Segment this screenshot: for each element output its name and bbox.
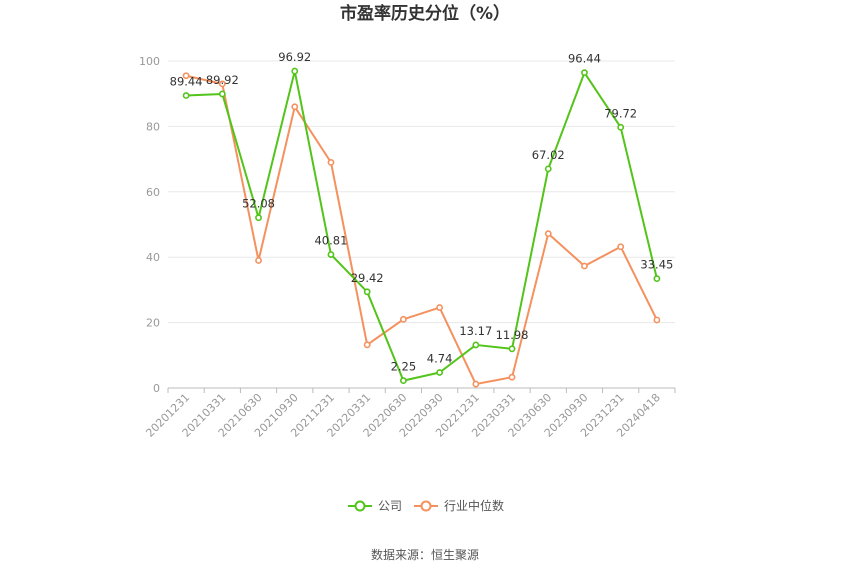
data-point xyxy=(182,92,190,99)
y-tick-label: 80 xyxy=(146,120,160,133)
data-label: 40.81 xyxy=(314,234,347,248)
data-labels: 89.44 89.92 52.08 96.92 40.81 29.42 2.25 4.74 13… xyxy=(170,50,674,374)
data-point xyxy=(218,90,226,98)
data-point xyxy=(182,72,190,80)
data-label: 29.42 xyxy=(351,271,384,285)
legend-item[interactable]: 行业中位数 xyxy=(414,498,504,513)
data-point xyxy=(218,80,226,88)
data-label: 79.72 xyxy=(604,106,637,120)
data-point xyxy=(255,257,262,264)
data-point xyxy=(617,243,625,251)
data-point xyxy=(508,373,516,381)
axes: 0204060801002020123120210331202106302021… xyxy=(139,55,676,440)
data-label: 11.98 xyxy=(496,328,529,342)
legend-item[interactable]: 公司 xyxy=(348,499,402,513)
series-layer xyxy=(182,67,661,388)
y-tick-label: 60 xyxy=(146,186,160,199)
data-point xyxy=(653,316,661,324)
data-label: 96.92 xyxy=(278,50,311,64)
data-point xyxy=(327,251,335,258)
data-point xyxy=(436,369,444,376)
data-point xyxy=(436,304,444,311)
series-line xyxy=(185,74,658,386)
data-point xyxy=(544,165,552,173)
data-point xyxy=(544,230,552,238)
source-note: 数据来源：恒生聚源 xyxy=(371,547,479,562)
data-point xyxy=(327,158,335,166)
y-tick-label: 40 xyxy=(146,251,160,264)
data-point xyxy=(291,67,299,75)
legend-swatch-marker xyxy=(420,500,432,512)
data-label: 33.45 xyxy=(640,258,673,272)
data-label: 67.02 xyxy=(532,148,565,162)
legend[interactable]: 公司 行业中位数 xyxy=(348,498,504,513)
y-tick-label: 20 xyxy=(146,317,160,330)
data-point xyxy=(363,341,371,349)
legend-label: 行业中位数 xyxy=(444,498,504,513)
data-point xyxy=(291,103,299,111)
data-point xyxy=(399,377,407,385)
data-point xyxy=(255,214,262,222)
data-point xyxy=(508,345,516,353)
series-line xyxy=(186,70,658,382)
data-label: 13.17 xyxy=(459,324,492,338)
legend-label: 公司 xyxy=(378,499,402,513)
chart-title: 市盈率历史分位（%） xyxy=(340,3,510,24)
data-point xyxy=(581,262,588,270)
data-label: 89.92 xyxy=(206,73,239,87)
data-label: 89.44 xyxy=(170,75,203,89)
data-point xyxy=(363,288,371,296)
data-label: 2.25 xyxy=(391,360,417,374)
y-tick-label: 0 xyxy=(153,382,160,395)
data-point xyxy=(472,380,480,388)
data-point xyxy=(653,275,661,283)
data-point xyxy=(399,315,407,323)
grid xyxy=(168,60,675,324)
data-label: 96.44 xyxy=(568,52,601,66)
data-label: 52.08 xyxy=(242,197,275,211)
y-tick-label: 100 xyxy=(139,55,160,68)
data-label: 4.74 xyxy=(427,352,453,366)
data-point xyxy=(617,123,625,131)
data-point xyxy=(472,341,480,349)
legend-swatch-marker xyxy=(354,500,366,512)
data-point xyxy=(581,69,588,77)
